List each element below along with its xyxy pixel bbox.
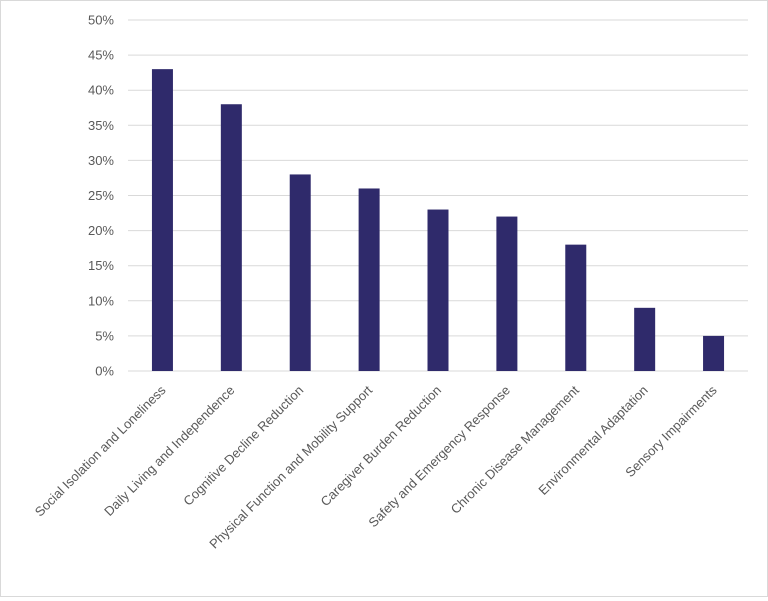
bar (565, 244, 587, 371)
bar (220, 104, 242, 372)
x-tick-label: Social Isolation and Loneliness (32, 382, 169, 519)
y-tick-label: 45% (88, 48, 114, 63)
bar (703, 335, 725, 371)
y-tick-label: 25% (88, 188, 114, 203)
y-tick-label: 15% (88, 258, 114, 273)
bar (289, 174, 311, 371)
x-tick-label: Daily Living and Independence (101, 383, 237, 519)
y-tick-label: 35% (88, 118, 114, 133)
bar (358, 188, 380, 371)
x-tick-label: Cognitive Decline Reduction (180, 383, 306, 509)
x-tick-label: Chronic Disease Management (448, 382, 583, 517)
y-tick-label: 0% (95, 364, 114, 379)
y-tick-label: 50% (88, 13, 114, 28)
bar (151, 69, 173, 371)
bar (427, 209, 449, 371)
y-tick-label: 30% (88, 153, 114, 168)
bar (496, 216, 518, 371)
y-tick-label: 5% (95, 328, 114, 343)
bars (151, 69, 725, 372)
x-tick-label: Caregiver Burden Reduction (318, 383, 445, 510)
y-tick-label: 40% (88, 83, 114, 98)
x-tick-label: Safety and Emergency Response (365, 383, 513, 531)
y-tick-label: 20% (88, 223, 114, 238)
y-axis-tick-labels: 0% 5% 10% 15% 20% 25% 30% 35% 40% 45% 50% (88, 13, 114, 379)
y-tick-label: 10% (88, 293, 114, 308)
bar (634, 307, 656, 371)
